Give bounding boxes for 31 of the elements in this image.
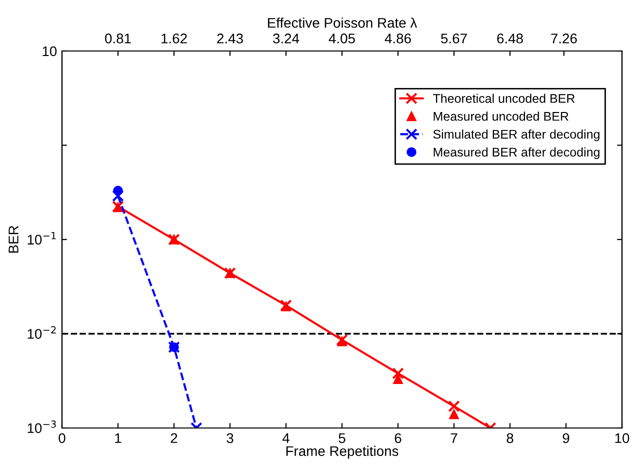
x-tick-label: 6 [394,433,402,444]
x-tick-label: 4 [282,433,290,443]
x-tick-label: 3 [226,433,234,444]
x-tick-label: 10 [615,433,630,444]
x-tick-label: 5 [338,433,346,444]
x2-tick-label: 7.26 [551,34,577,44]
x-tick-label: 7 [450,433,458,443]
legend-label: Measured uncoded BER [434,112,568,121]
x2-tick-label: 5.67 [441,34,467,44]
x2-tick-label: 0.81 [105,34,131,44]
x-tick-label: 2 [170,433,178,443]
y-axis-title: BER [8,226,18,253]
y-tick-label: 10$^{−1}$ [28,232,56,245]
x-tick-label: 0 [58,433,66,444]
y-tick-label: 10 [42,46,57,56]
x-tick-label: 1 [115,433,122,443]
legend-label: Measured BER after decoding [434,147,600,160]
x2-tick-label: 2.43 [217,34,243,44]
x-tick-label: 9 [562,433,570,444]
x-axis-title: Frame Repetitions [286,446,398,459]
x2-tick-label: 6.48 [497,34,523,44]
x2-axis-title: Effective Poisson Rate λ [268,18,418,28]
x2-tick-label: 3.24 [273,34,300,44]
x-tick-label: 8 [506,433,514,444]
y-tick-label: 10$^{−3}$ [28,420,56,434]
x2-tick-label: 1.62 [162,34,187,44]
legend-label: Simulated BER after decoding [433,130,600,142]
x2-tick-label: 4.86 [384,34,411,44]
legend-label: Theoretical uncoded BER [433,94,575,103]
y-tick-label: 10$^{−2}$ [28,326,56,339]
x2-tick-label: 4.05 [328,34,355,44]
